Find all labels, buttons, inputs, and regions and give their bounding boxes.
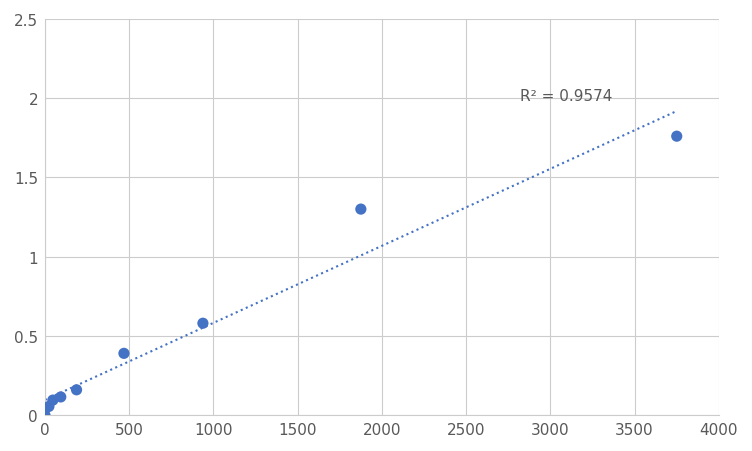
Point — [197, 320, 209, 327]
Point — [39, 412, 51, 419]
Point — [47, 396, 59, 404]
Point — [71, 387, 83, 394]
Point — [671, 133, 683, 141]
Point — [55, 393, 67, 400]
Point — [355, 206, 367, 213]
Text: R² = 0.9574: R² = 0.9574 — [520, 89, 612, 104]
Point — [43, 403, 55, 410]
Point — [118, 350, 130, 357]
